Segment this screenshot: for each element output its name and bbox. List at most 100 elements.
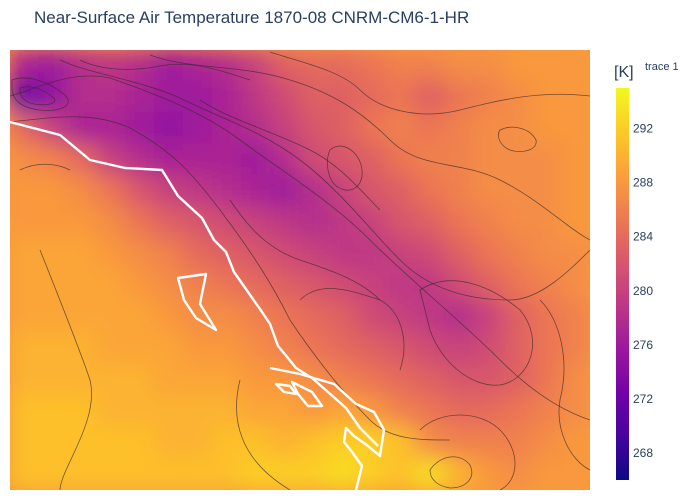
- chart-title: Near-Surface Air Temperature 1870-08 CNR…: [34, 8, 470, 27]
- heatmap-cell: [10, 50, 40, 83]
- heatmap-cell: [560, 143, 590, 177]
- heatmap-cell: [67, 269, 98, 303]
- heatmap-cell: [328, 331, 359, 366]
- heatmap-cell: [183, 143, 214, 177]
- heatmap-cell: [183, 363, 214, 397]
- heatmap-cell: [357, 80, 388, 114]
- heatmap-cell: [183, 80, 214, 114]
- heatmap-cell: [415, 269, 446, 303]
- heatmap-cell: [212, 394, 243, 429]
- heatmap-cell: [241, 457, 272, 490]
- heatmap-cell: [10, 143, 40, 177]
- heatmap-cell: [96, 206, 127, 240]
- heatmap-cell: [270, 206, 301, 240]
- heatmap-cell: [415, 50, 446, 83]
- heatmap-cell: [10, 269, 40, 303]
- heatmap-cell: [125, 300, 156, 334]
- heatmap-cell: [96, 174, 127, 209]
- heatmap-cell: [328, 50, 359, 83]
- heatmap-cell: [531, 457, 562, 490]
- heatmap-cell: [473, 300, 504, 334]
- heatmap-cell: [299, 300, 330, 334]
- heatmap-cell: [415, 331, 446, 366]
- heatmap-cell: [96, 80, 127, 114]
- heatmap-cell: [241, 80, 272, 114]
- colorbar-tick-label: 276: [633, 338, 653, 352]
- heatmap-cell: [10, 457, 40, 490]
- heatmap-cell: [328, 269, 359, 303]
- heatmap-cell: [560, 331, 590, 366]
- heatmap-cell: [212, 174, 243, 209]
- heatmap-cell: [415, 300, 446, 334]
- heatmap-cell: [96, 331, 127, 366]
- heatmap-cell: [10, 331, 40, 366]
- heatmap-cell: [125, 457, 156, 490]
- heatmap-cell: [502, 300, 533, 334]
- heatmap-cell: [560, 363, 590, 397]
- heatmap-cell: [560, 50, 590, 83]
- heatmap-cell: [415, 363, 446, 397]
- heatmap-cell: [444, 331, 475, 366]
- heatmap-cell: [241, 143, 272, 177]
- heatmap-cell: [212, 111, 243, 146]
- heatmap-cell: [183, 426, 214, 460]
- heatmap-cell: [241, 426, 272, 460]
- colorbar-tick-label: 280: [633, 284, 653, 298]
- heatmap-cell: [531, 80, 562, 114]
- heatmap-cell: [328, 111, 359, 146]
- heatmap-cell: [67, 50, 98, 83]
- heatmap-cell: [241, 237, 272, 271]
- heatmap-cell: [386, 363, 417, 397]
- heatmap-cell: [38, 394, 69, 429]
- heatmap-cell: [473, 80, 504, 114]
- heatmap-cell: [270, 394, 301, 429]
- heatmap-cell: [502, 363, 533, 397]
- heatmap-cell: [125, 331, 156, 366]
- colorbar-tick-label: 292: [633, 122, 653, 136]
- heatmap-cell: [183, 331, 214, 366]
- heatmap-cell: [125, 174, 156, 209]
- heatmap-cell: [154, 206, 185, 240]
- heatmap-cell: [10, 80, 40, 114]
- heatmap-cell: [154, 237, 185, 271]
- heatmap-cell: [473, 50, 504, 83]
- heatmap-cell: [10, 300, 40, 334]
- heatmap-cell: [96, 143, 127, 177]
- heatmap-cell: [444, 363, 475, 397]
- heatmap-cell: [67, 363, 98, 397]
- heatmap-cell: [38, 331, 69, 366]
- heatmap-cell: [328, 394, 359, 429]
- heatmap-cell: [560, 426, 590, 460]
- heatmap-cell: [328, 237, 359, 271]
- heatmap-cell: [444, 300, 475, 334]
- heatmap-cell: [154, 457, 185, 490]
- heatmap-cell: [531, 426, 562, 460]
- colorbar-tick-label: 268: [633, 446, 653, 460]
- heatmap-cell: [270, 174, 301, 209]
- heatmap-cell: [270, 457, 301, 490]
- contour-lines: [10, 51, 590, 490]
- heatmap-cell: [270, 80, 301, 114]
- trace-name-label: trace 1: [645, 61, 679, 73]
- heatmap-cell: [38, 174, 69, 209]
- heatmap-cell: [357, 143, 388, 177]
- heatmap-cell: [183, 457, 214, 490]
- heatmap-cell: [299, 174, 330, 209]
- heatmap-cell: [67, 331, 98, 366]
- heatmap-cell: [38, 206, 69, 240]
- heatmap-cell: [299, 111, 330, 146]
- heatmap-cell: [67, 394, 98, 429]
- heatmap-cell: [212, 80, 243, 114]
- heatmap-cell: [502, 206, 533, 240]
- heatmap-cell: [154, 174, 185, 209]
- colorbar-ticks: 268 272 276 280 284 288 292: [633, 122, 653, 460]
- colorbar-tick-label: 288: [633, 176, 653, 190]
- colorbar-gradient: [616, 88, 629, 480]
- heatmap-cell: [67, 426, 98, 460]
- heatmap-cell: [444, 174, 475, 209]
- heatmap-cell: [328, 457, 359, 490]
- heatmap-cell: [444, 80, 475, 114]
- heatmap-cell: [10, 174, 40, 209]
- heatmap-cell: [212, 269, 243, 303]
- heatmap-cell: [183, 394, 214, 429]
